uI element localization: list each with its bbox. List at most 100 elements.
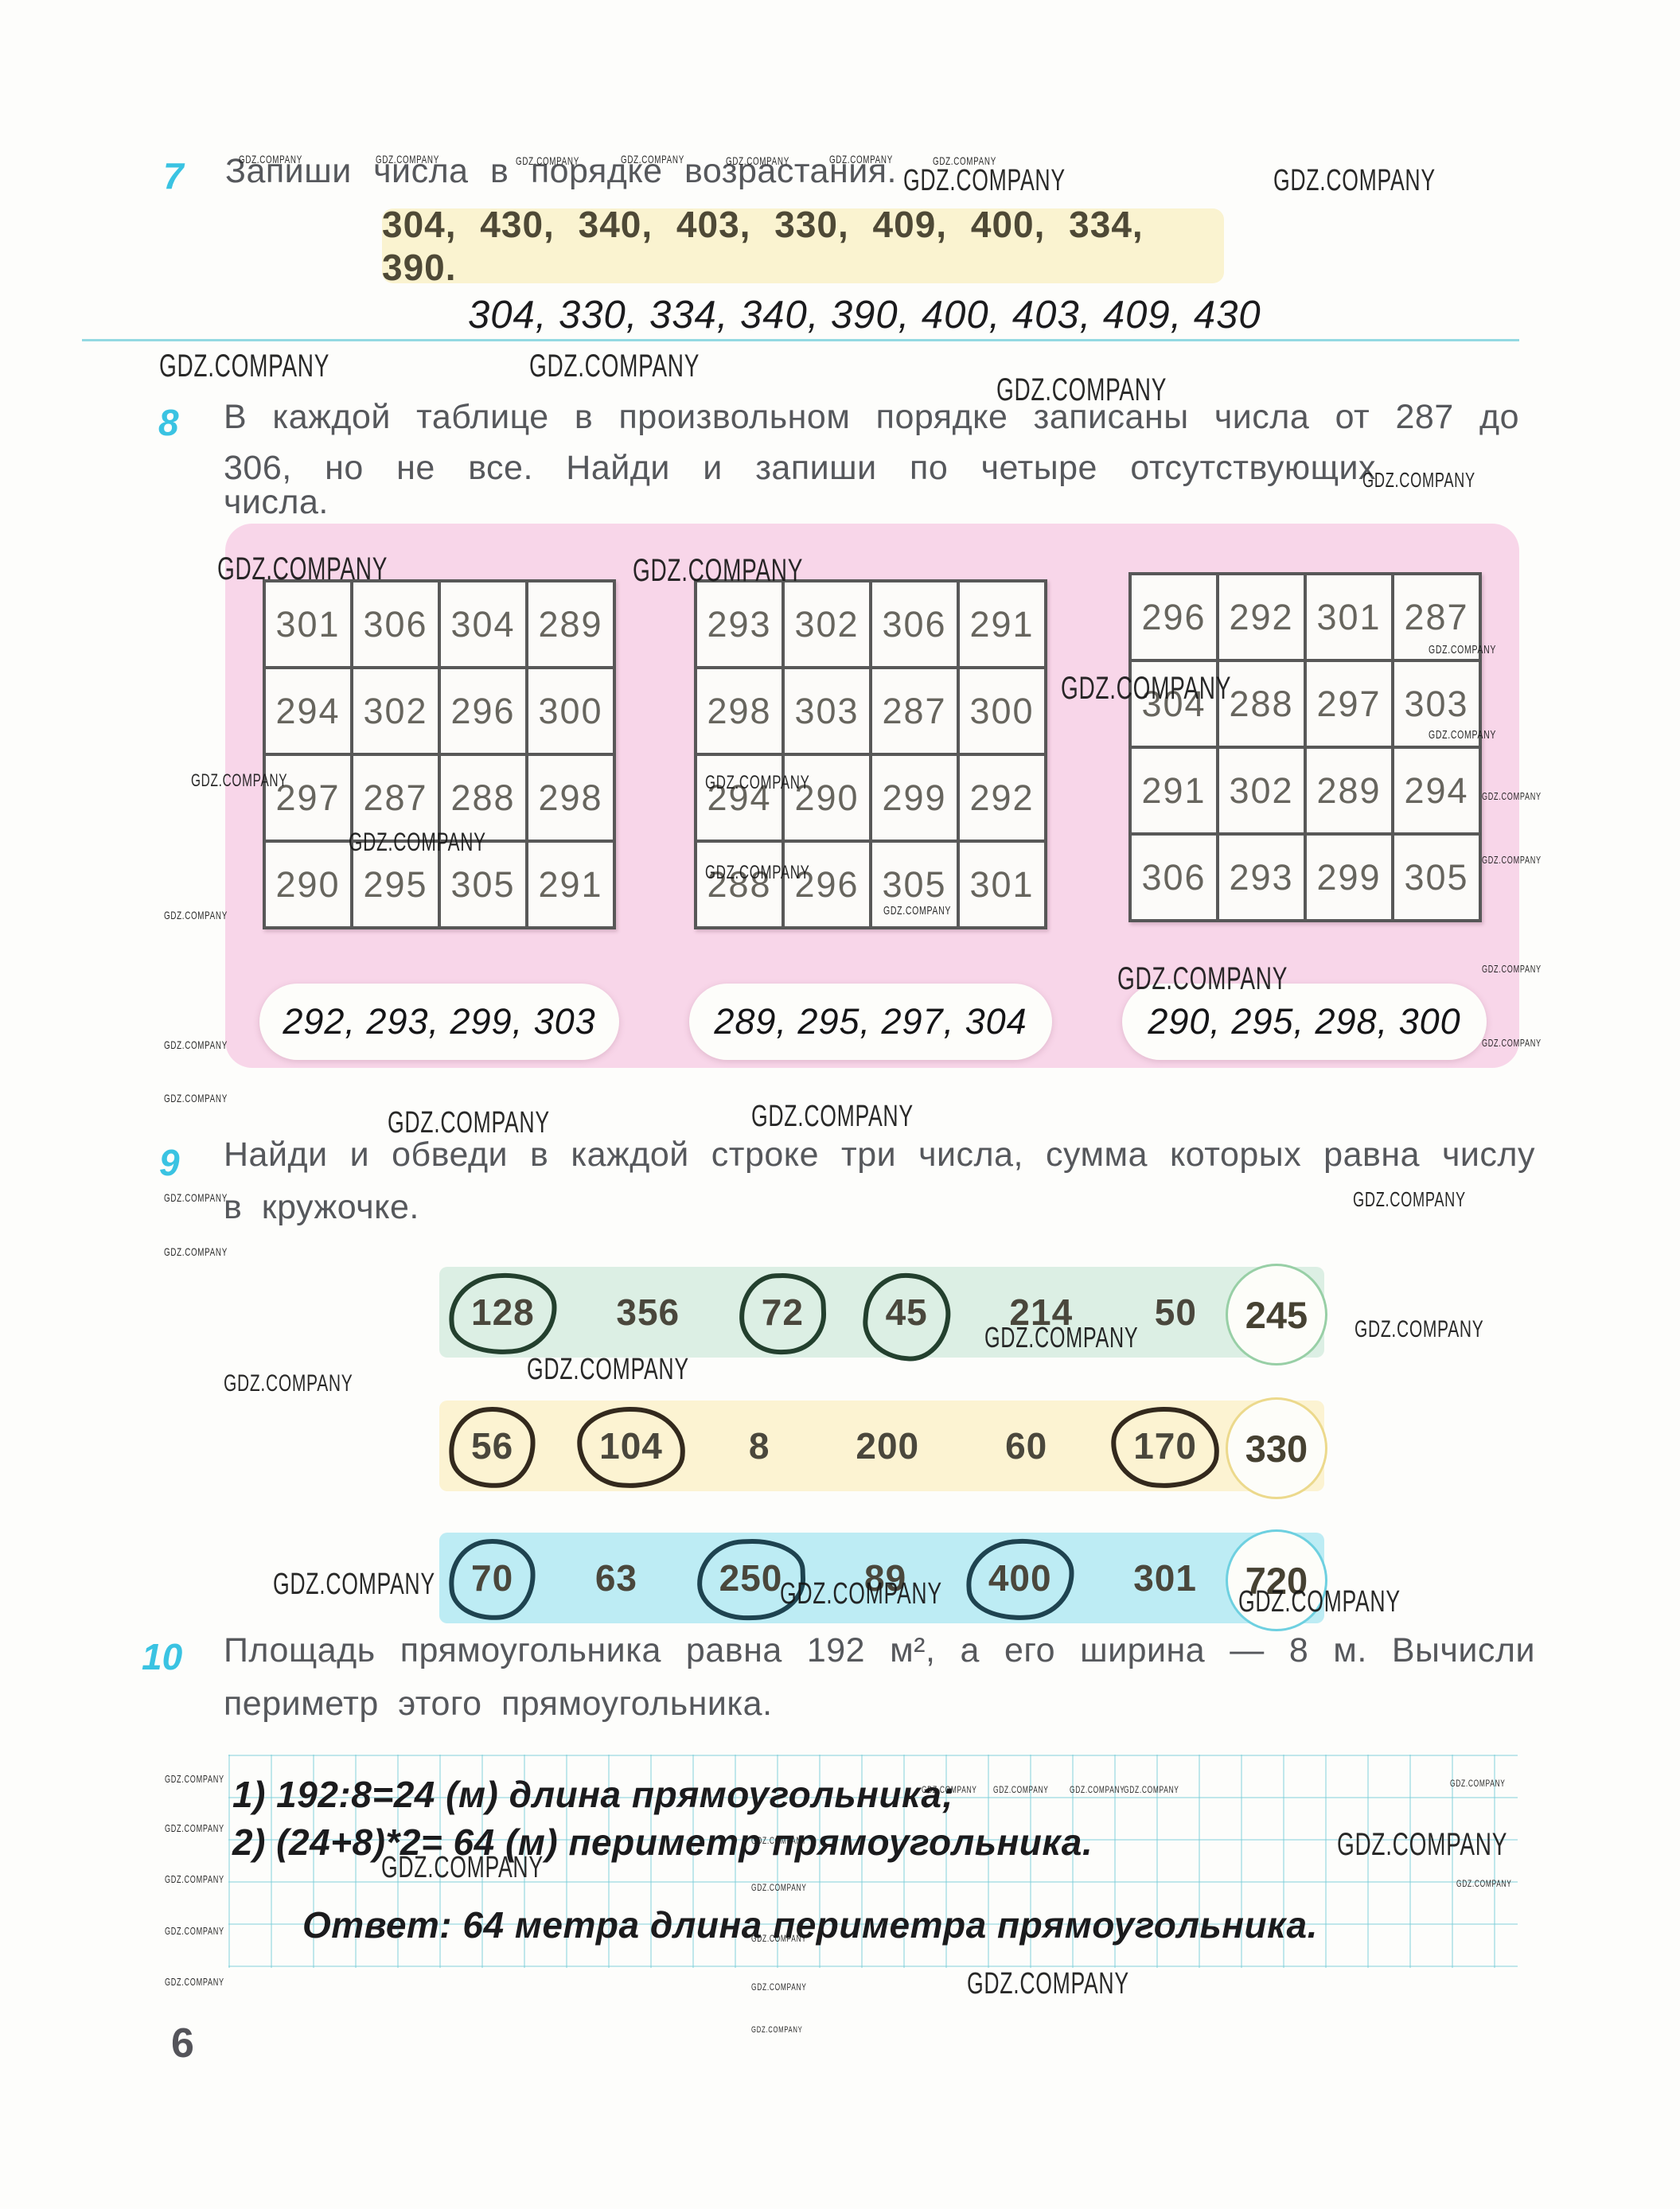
table1-answer-pill: 292, 293, 299, 303 (259, 984, 619, 1060)
watermark: GDZ.COMPANY (164, 1245, 228, 1258)
target-sum: 330 (1245, 1427, 1308, 1470)
sum-row-3-numbers: 70 63 250 89 400 301 (446, 1533, 1200, 1624)
watermark: GDZ.COMPANY (516, 154, 579, 167)
table3-answer-pill: 290, 295, 298, 300 (1122, 984, 1487, 1060)
number-value: 250 (719, 1557, 783, 1599)
number-value: 301 (1133, 1557, 1197, 1599)
watermark: GDZ.COMPANY (726, 154, 789, 167)
watermark: GDZ.COMPANY (239, 153, 302, 166)
watermark: GDZ.COMPANY (1061, 671, 1232, 706)
watermark: GDZ.COMPANY (1353, 1187, 1466, 1211)
watermark: GDZ.COMPANY (165, 1925, 224, 1937)
graph-paper (228, 1755, 1518, 1968)
number-value: 104 (599, 1425, 663, 1467)
table1-missing-numbers: 292, 293, 299, 303 (283, 1001, 596, 1042)
number-value: 170 (1133, 1425, 1197, 1467)
table-cell: 299 (871, 754, 958, 841)
watermark: GDZ.COMPANY (349, 828, 486, 856)
sum-row-2: 56 104 8 200 60 170 330 (439, 1397, 1327, 1499)
hand-drawn-circle (575, 1404, 688, 1491)
watermark: GDZ.COMPANY (1482, 963, 1542, 975)
watermark: GDZ.COMPANY (1456, 1878, 1512, 1889)
watermark: GDZ.COMPANY (1238, 1585, 1401, 1619)
sum-row-2-numbers: 56 104 8 200 60 170 (446, 1401, 1222, 1491)
table-cell: 290 (783, 754, 871, 841)
watermark: GDZ.COMPANY (165, 1773, 224, 1785)
row-number: 301 (1130, 1556, 1200, 1599)
watermark: GDZ.COMPANY (165, 1873, 224, 1885)
watermark: GDZ.COMPANY (751, 2025, 803, 2035)
number-table-2: 293 302 306 291 298 303 287 300 294 290 299 292 288 2… (694, 579, 1047, 929)
table-cell: 295 (352, 841, 439, 928)
table3-missing-numbers: 290, 295, 298, 300 (1148, 1001, 1461, 1042)
row-number: 60 (1002, 1424, 1050, 1467)
exercise9-number: 9 (159, 1142, 180, 1183)
watermark: GDZ.COMPANY (883, 904, 952, 917)
hand-drawn-circle (738, 1272, 828, 1356)
table-cell: 294 (696, 754, 783, 841)
table-cell: 292 (1218, 574, 1305, 660)
watermark: GDZ.COMPANY (164, 909, 228, 921)
table-cell: 300 (958, 668, 1046, 754)
number-value: 400 (988, 1557, 1052, 1599)
table-cell: 289 (527, 581, 614, 668)
table-cell: 294 (264, 668, 352, 754)
watermark: GDZ.COMPANY (217, 551, 388, 586)
watermark: GDZ.COMPANY (633, 553, 804, 588)
table-cell: 288 (439, 754, 527, 841)
target-circle: 245 (1226, 1264, 1327, 1366)
table-cell: 297 (1305, 660, 1393, 747)
table-cell: 297 (264, 754, 352, 841)
watermark: GDZ.COMPANY (751, 1835, 807, 1846)
table-cell: 303 (1393, 660, 1480, 747)
table-cell: 306 (871, 581, 958, 668)
hand-drawn-circle (859, 1269, 954, 1365)
solution-step-1: 1) 192:8=24 (м) длина прямоугольника; (232, 1774, 955, 1815)
watermark: GDZ.COMPANY (993, 1784, 1049, 1795)
page-number: 6 (171, 2020, 194, 2067)
row-number: 50 (1152, 1291, 1200, 1334)
watermark: GDZ.COMPANY (829, 153, 893, 166)
watermark: GDZ.COMPANY (529, 349, 700, 384)
watermark: GDZ.COMPANY (621, 153, 684, 166)
table-cell: 302 (1218, 747, 1305, 834)
exercise9-prompt-line1: Найди и обведи в каждой строке три числа… (224, 1136, 1535, 1174)
table-cell: 304 (1130, 660, 1218, 747)
table-cell: 296 (439, 668, 527, 754)
number-table-1: 301 306 304 289 294 302 296 300 297 287 288 298 290 2… (263, 579, 616, 929)
table-cell: 293 (696, 581, 783, 668)
table-cell: 301 (1305, 574, 1393, 660)
target-circle: 720 (1226, 1529, 1327, 1631)
watermark: GDZ.COMPANY (751, 1882, 807, 1893)
circled-number: 72 (738, 1272, 828, 1356)
table-cell: 291 (958, 581, 1046, 668)
table-cell: 303 (783, 668, 871, 754)
watermark: GDZ.COMPANY (751, 1981, 807, 1993)
table-cell: 305 (871, 841, 958, 928)
target-sum: 720 (1245, 1559, 1308, 1602)
number-value: 45 (885, 1292, 928, 1333)
watermark: GDZ.COMPANY (705, 862, 810, 883)
number-value: 63 (594, 1557, 637, 1599)
table-cell: 296 (783, 841, 871, 928)
target-circle: 330 (1226, 1397, 1327, 1499)
watermark: GDZ.COMPANY (751, 1100, 914, 1133)
watermark: GDZ.COMPANY (1482, 1037, 1542, 1049)
watermark: GDZ.COMPANY (751, 1933, 807, 1944)
table-cell: 290 (264, 841, 352, 928)
solution-step-2: 2) (24+8)*2= 64 (м) периметр прямоугольн… (232, 1821, 1093, 1863)
exercise9-prompt-line2: в кружочке. (224, 1188, 419, 1226)
row-number: 8 (746, 1424, 774, 1467)
watermark: GDZ.COMPANY (527, 1353, 689, 1386)
hand-drawn-circle (446, 1404, 539, 1491)
sum-row-3: 70 63 250 89 400 301 720 (439, 1529, 1327, 1631)
watermark: GDZ.COMPANY (996, 372, 1167, 407)
watermark: GDZ.COMPANY (1273, 164, 1436, 197)
watermark: GDZ.COMPANY (933, 154, 996, 167)
target-sum: 245 (1245, 1293, 1308, 1336)
sum-row-1-numbers: 128 356 72 45 214 50 (446, 1267, 1200, 1365)
table-cell: 287 (352, 754, 439, 841)
table-cell: 289 (1305, 747, 1393, 834)
table2-missing-numbers: 289, 295, 297, 304 (714, 1001, 1027, 1042)
watermark: GDZ.COMPANY (224, 1370, 353, 1397)
